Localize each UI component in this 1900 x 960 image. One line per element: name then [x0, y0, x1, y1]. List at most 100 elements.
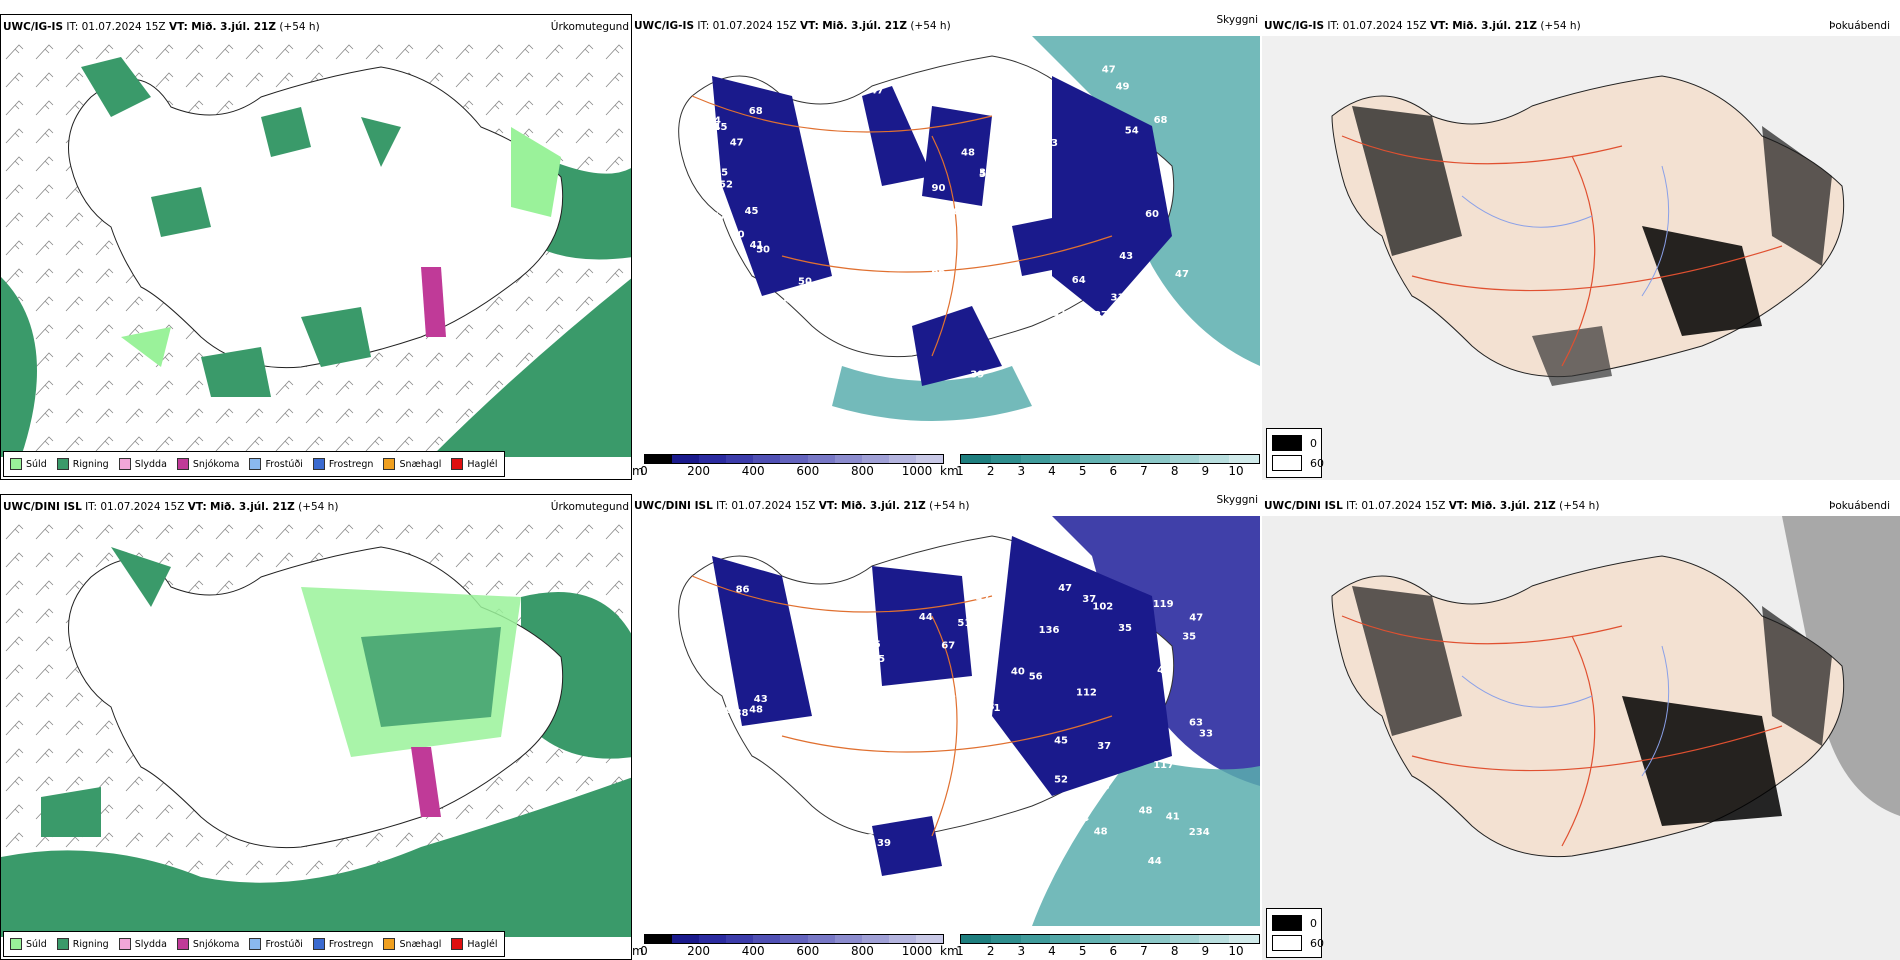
- panel-title: Úrkomutegund: [550, 501, 629, 513]
- visibility-value-label: 52: [1054, 774, 1068, 785]
- visibility-value-label: 76: [934, 226, 948, 237]
- legend-item-freezing-rain: Frostregn: [312, 938, 373, 950]
- visibility-map: 6847406050564561526543685439534755514788…: [678, 36, 1260, 421]
- visibility-value-label: 64: [862, 618, 876, 629]
- precip-legend: Súld Rigning Slydda Snjókoma Frostúði Fr…: [3, 451, 505, 477]
- fog-map: [1262, 36, 1900, 480]
- legend-item-freezing-drizzle: Frostúði: [249, 938, 303, 950]
- visibility-value-label: 47: [825, 121, 839, 132]
- panel-header: UWC/IG-IS IT: 01.07.2024 15Z VT: Mið. 3.…: [634, 20, 951, 32]
- visibility-value-label: 67: [941, 640, 955, 651]
- visibility-value-label: 60: [732, 295, 746, 306]
- colorbar-tick-label: 800: [850, 464, 874, 478]
- visibility-value-label: 64: [1072, 275, 1086, 286]
- visibility-value-label: 48: [749, 705, 763, 716]
- visibility-value-label: 45: [1054, 736, 1068, 747]
- visibility-value-label: 39: [984, 659, 998, 670]
- visibility-value-label: 57: [838, 653, 852, 664]
- visibility-value-label: 37: [1097, 741, 1111, 752]
- visibility-value-label: 56: [1029, 672, 1043, 683]
- panel-header: UWC/DINI ISL IT: 01.07.2024 15Z VT: Mið.…: [3, 501, 339, 513]
- visibility-value-label: 273: [1094, 310, 1115, 321]
- visibility-value-label: 149: [705, 726, 726, 737]
- visibility-value-label: 41: [1166, 811, 1180, 822]
- visibility-value-label: 44: [919, 612, 933, 623]
- visibility-value-label: 44: [1157, 665, 1171, 676]
- visibility-value-label: 45: [876, 297, 890, 308]
- visibility-value-label: 47: [730, 138, 744, 149]
- fog-panel-row2: UWC/DINI ISL IT: 01.07.2024 15Z VT: Mið.…: [1262, 494, 1900, 960]
- colorbar-tick-label: 1000: [901, 944, 933, 958]
- visibility-value-label: 39: [979, 168, 993, 179]
- colorbar-tick-label: 1000: [901, 464, 933, 478]
- visibility-value-label: 44: [1145, 288, 1159, 299]
- visibility-value-label: 47: [1189, 613, 1203, 624]
- colorbar-tick-label: 10: [1228, 944, 1244, 958]
- visibility-value-label: 51: [923, 718, 937, 729]
- colorbar-tick-label: 1: [956, 464, 964, 478]
- visibility-value-label: 45: [745, 206, 759, 217]
- visibility-value-label: 68: [749, 106, 763, 117]
- visibility-value-label: 44: [1148, 856, 1162, 867]
- visibility-value-label: 33: [1199, 728, 1213, 739]
- visibility-value-label: 39: [970, 370, 984, 381]
- legend-item-sleet: Slydda: [118, 938, 167, 950]
- visibility-value-label: 338: [802, 343, 823, 354]
- legend-item-snow-pellets: Snæhagl: [383, 458, 441, 470]
- fog-legend: 0 60: [1266, 428, 1324, 478]
- visibility-value-label: 41: [750, 240, 764, 251]
- panel-header: UWC/DINI ISL IT: 01.07.2024 15Z VT: Mið.…: [634, 500, 970, 512]
- visibility-value-label: 53: [1044, 138, 1058, 149]
- visibility-value-label: 57: [712, 212, 726, 223]
- visibility-value-label: 35: [733, 539, 747, 550]
- visibility-value-label: 90: [932, 183, 946, 194]
- colorbar-tick-label: 4: [1048, 464, 1056, 478]
- visibility-value-label: 65: [1062, 321, 1076, 332]
- panel-header: UWC/IG-IS IT: 01.07.2024 15Z VT: Mið. 3.…: [1264, 20, 1581, 32]
- visibility-value-label: 51: [987, 703, 1001, 714]
- visibility-value-label: 48: [1139, 806, 1153, 817]
- visibility-value-label: 37: [818, 308, 832, 319]
- visibility-value-label: 47: [1058, 583, 1072, 594]
- colorbar-tick-label: 200: [687, 944, 711, 958]
- visibility-value-label: 49: [714, 746, 728, 757]
- visibility-value-label: 45: [945, 804, 959, 815]
- visibility-value-label: 39: [777, 351, 791, 362]
- visibility-value-label: 66: [833, 224, 847, 235]
- visibility-value-label: 47: [976, 593, 990, 604]
- colorbar-tick-label: 1: [956, 944, 964, 958]
- visibility-value-label: 68: [1154, 115, 1168, 126]
- visibility-map: 234 319 61 44 46 44 45 45 136 153 149 51 41 67 52 55 63 5…: [678, 516, 1260, 926]
- colorbar-tick-label: 400: [741, 944, 765, 958]
- colorbar-tick-label: 3: [1017, 944, 1026, 958]
- visibility-value-label: 112: [1076, 688, 1097, 699]
- colorbar-tick-label: 8: [1170, 464, 1179, 478]
- legend-item-sult: Súld: [10, 938, 47, 950]
- colorbar-tick-label: 10: [1228, 464, 1244, 478]
- colorbar-tick-label: 2: [986, 464, 995, 478]
- visibility-value-label: 55: [995, 69, 1009, 80]
- visibility-value-label: 45: [928, 309, 942, 320]
- colorbar-tick-label: 6: [1109, 944, 1118, 958]
- panel-title: Skyggni: [1216, 14, 1259, 26]
- visibility-value-label: 27: [868, 729, 882, 740]
- visibility-value-label: 47: [1102, 65, 1116, 76]
- legend-item-snow-pellets: Snæhagl: [383, 938, 441, 950]
- colorbar-tick-label: 200: [687, 464, 711, 478]
- visibility-value-label: 10: [805, 281, 819, 292]
- visibility-value-label: 61: [706, 122, 720, 133]
- precip-type-panel-row2: UWC/DINI ISL IT: 01.07.2024 15Z VT: Mið.…: [0, 494, 632, 960]
- fog-panel-row1: UWC/IG-IS IT: 01.07.2024 15Z VT: Mið. 3.…: [1262, 14, 1900, 480]
- visibility-value-label: 37: [994, 160, 1008, 171]
- legend-item-rain: Rigning: [56, 458, 109, 470]
- visibility-value-label: 61: [862, 720, 876, 731]
- visibility-value-label: 117: [1153, 760, 1174, 771]
- visibility-value-label: 63: [1189, 718, 1203, 729]
- visibility-value-label: 46: [1096, 781, 1110, 792]
- colorbar-tick-label: 0: [640, 944, 648, 958]
- visibility-value-label: 41: [854, 645, 868, 656]
- colorbar-tick-label: 5: [1078, 944, 1087, 958]
- colorbar-tick-label: 8: [1170, 944, 1179, 958]
- visibility-value-label: 55: [726, 262, 740, 273]
- visibility-value-label: 44: [965, 763, 979, 774]
